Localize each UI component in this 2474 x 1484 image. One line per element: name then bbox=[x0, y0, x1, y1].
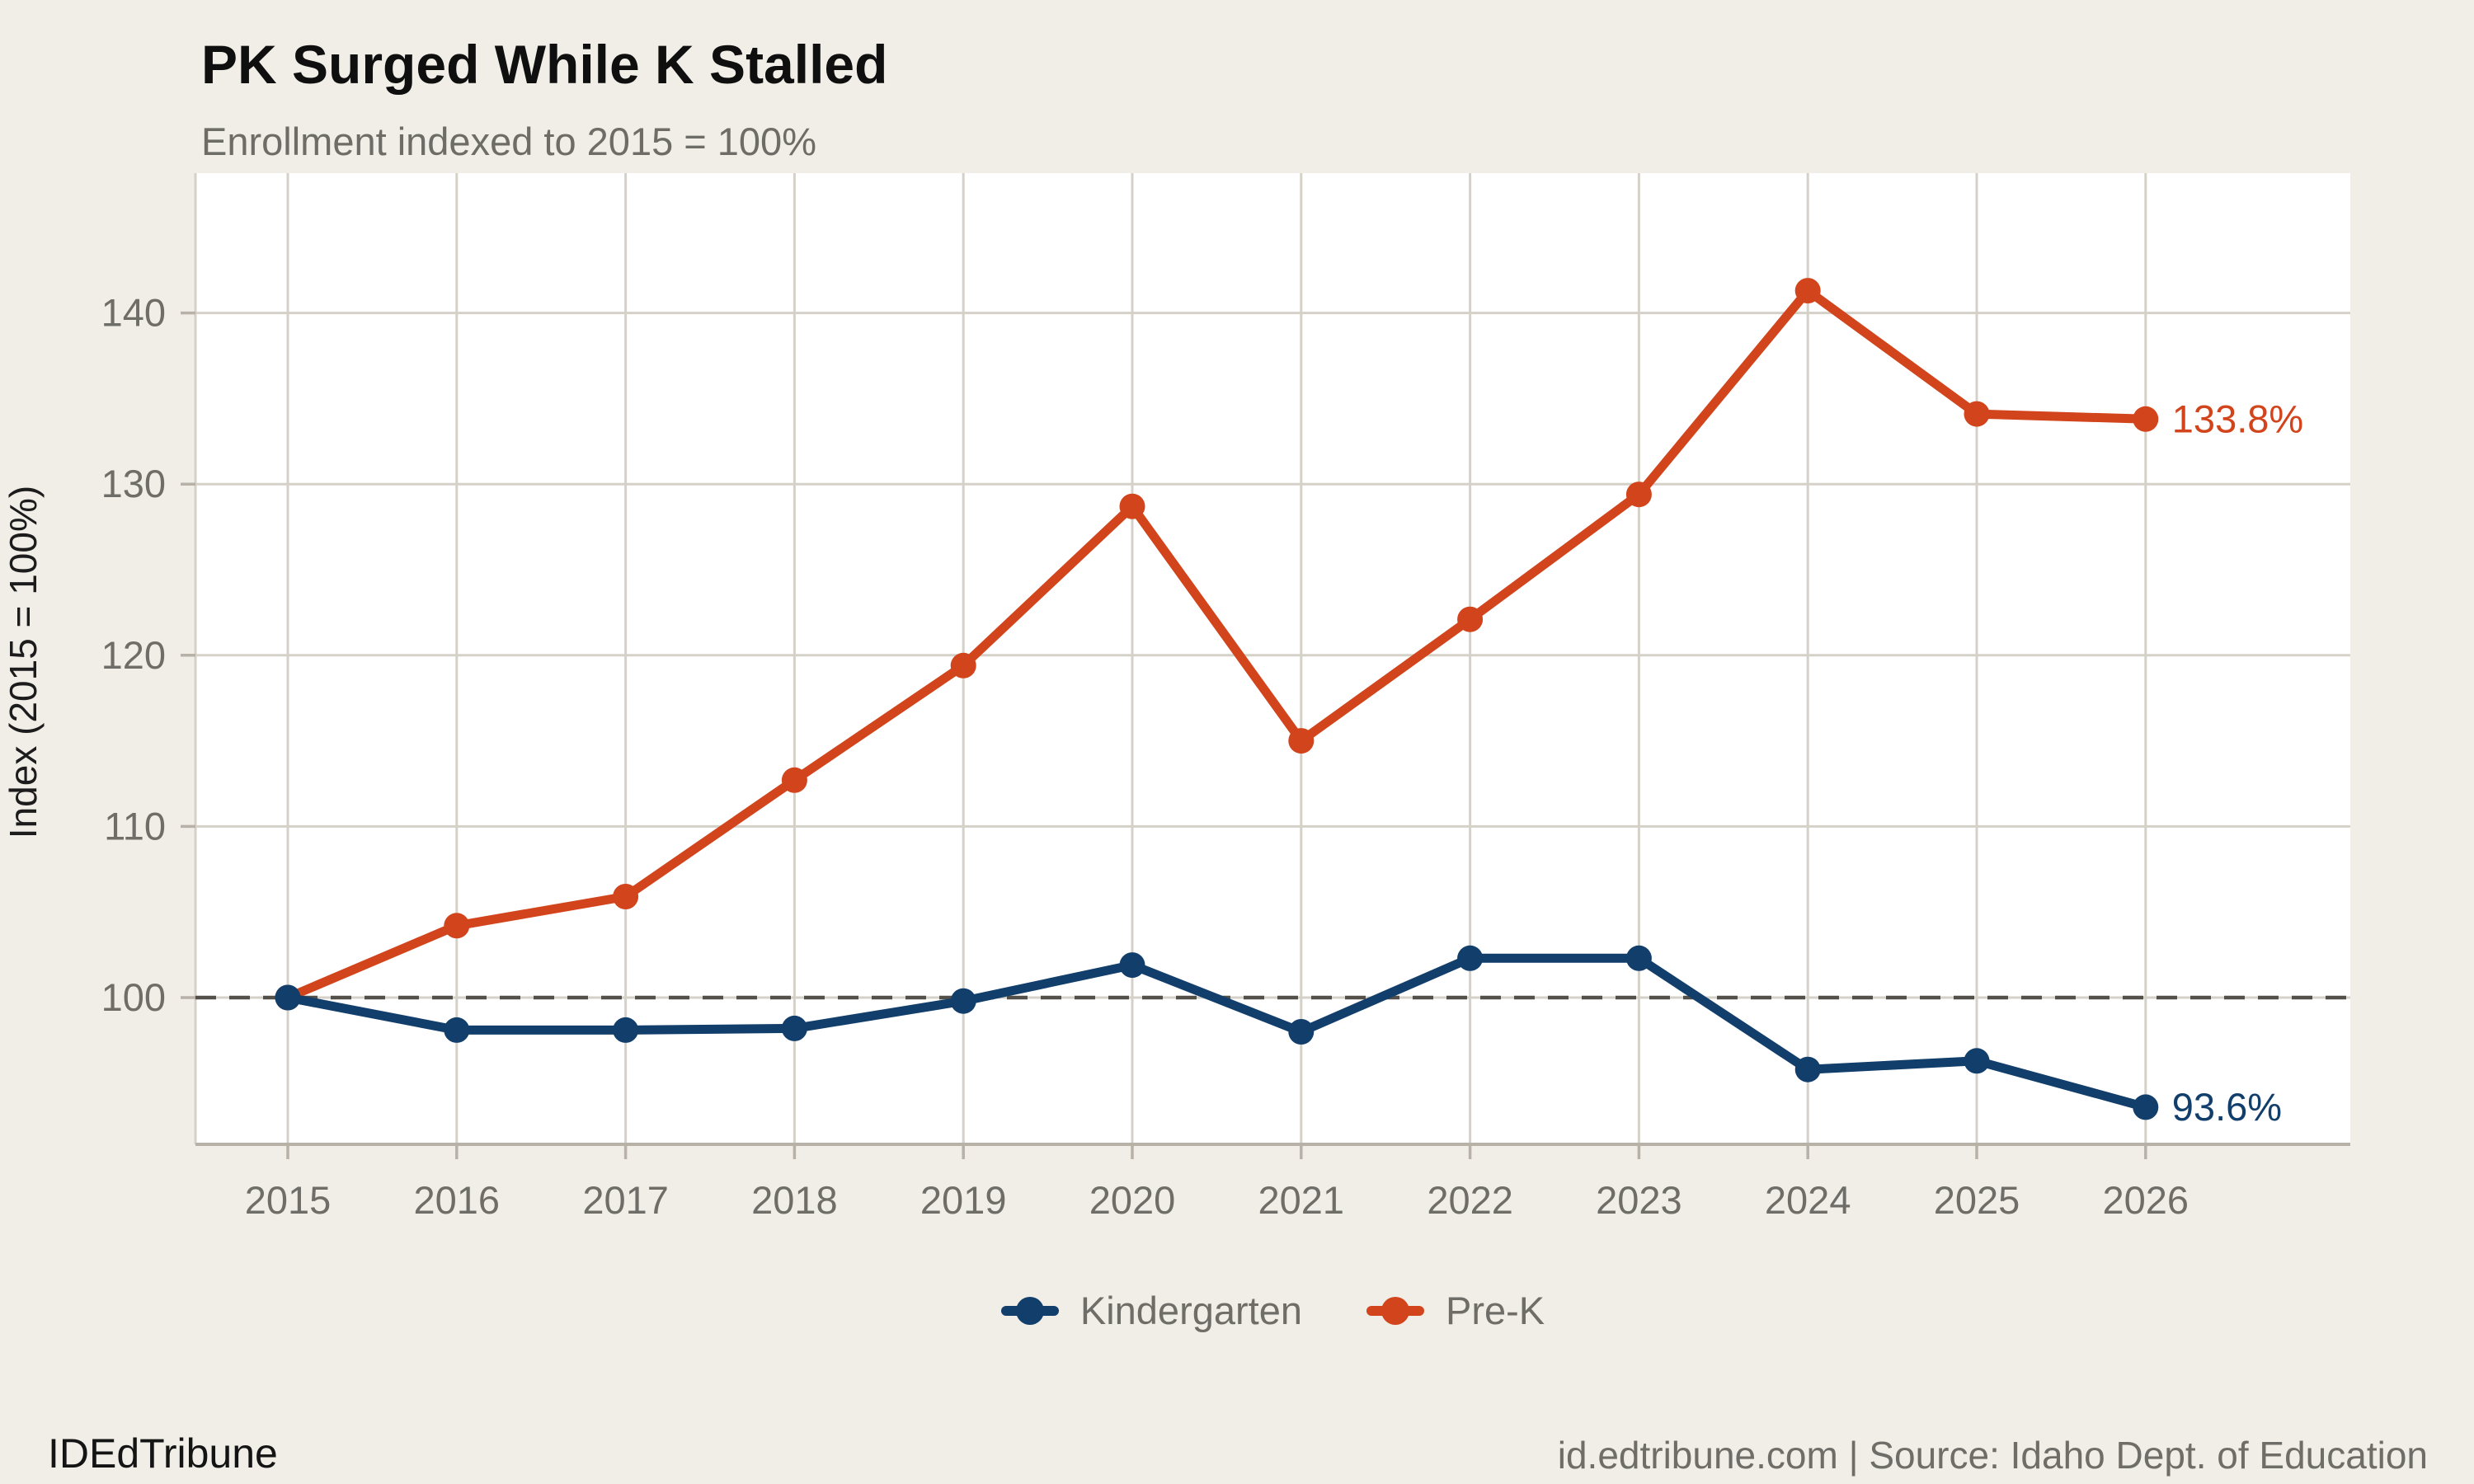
svg-text:133.8%: 133.8% bbox=[2172, 397, 2303, 440]
source-brand: IDEdTribune bbox=[48, 1430, 278, 1477]
svg-text:2019: 2019 bbox=[920, 1178, 1007, 1222]
plot-panel bbox=[195, 173, 2350, 1144]
source-credit: id.edtribune.com | Source: Idaho Dept. o… bbox=[1557, 1434, 2428, 1477]
svg-text:100: 100 bbox=[101, 975, 166, 1019]
kindergarten-line-marker-icon bbox=[1000, 1296, 1059, 1325]
legend-label-kindergarten: Kindergarten bbox=[1079, 1289, 1302, 1332]
legend-item-prek: Pre-K bbox=[1366, 1288, 1545, 1333]
svg-text:130: 130 bbox=[101, 462, 166, 505]
svg-text:93.6%: 93.6% bbox=[2172, 1085, 2282, 1129]
svg-text:2025: 2025 bbox=[1934, 1178, 2020, 1222]
svg-text:2022: 2022 bbox=[1427, 1178, 1513, 1222]
svg-text:2016: 2016 bbox=[414, 1178, 501, 1222]
series-kindergarten bbox=[275, 945, 2159, 1120]
svg-text:2015: 2015 bbox=[245, 1178, 332, 1222]
svg-text:2020: 2020 bbox=[1089, 1178, 1176, 1222]
svg-text:140: 140 bbox=[101, 291, 166, 335]
y-axis-ticks: 100 110 120 130 140 bbox=[101, 291, 195, 1019]
svg-text:120: 120 bbox=[101, 633, 166, 677]
svg-text:2021: 2021 bbox=[1258, 1178, 1345, 1222]
kindergarten-dot-icon bbox=[1015, 1296, 1044, 1325]
svg-text:2024: 2024 bbox=[1765, 1178, 1851, 1222]
svg-text:2023: 2023 bbox=[1596, 1178, 1682, 1222]
svg-text:2017: 2017 bbox=[582, 1178, 669, 1222]
prek-dot-icon bbox=[1381, 1296, 1409, 1325]
chart-subtitle: Enrollment indexed to 2015 = 100% bbox=[201, 120, 816, 163]
legend: Kindergarten Pre-K bbox=[195, 1288, 2350, 1333]
end-value-labels: 93.6% 133.8% bbox=[2172, 397, 2303, 1129]
svg-text:2018: 2018 bbox=[751, 1178, 838, 1222]
chart-title: PK Surged While K Stalled bbox=[201, 34, 888, 95]
legend-item-kindergarten: Kindergarten bbox=[1000, 1288, 1302, 1333]
svg-text:2026: 2026 bbox=[2103, 1178, 2189, 1222]
prek-line-marker-icon bbox=[1366, 1296, 1424, 1325]
x-axis-ticks: 2015 2016 2017 2018 2019 2020 2021 2022 2023 2024… bbox=[245, 1144, 2189, 1222]
legend-label-prek: Pre-K bbox=[1446, 1289, 1545, 1332]
svg-text:110: 110 bbox=[104, 804, 166, 848]
